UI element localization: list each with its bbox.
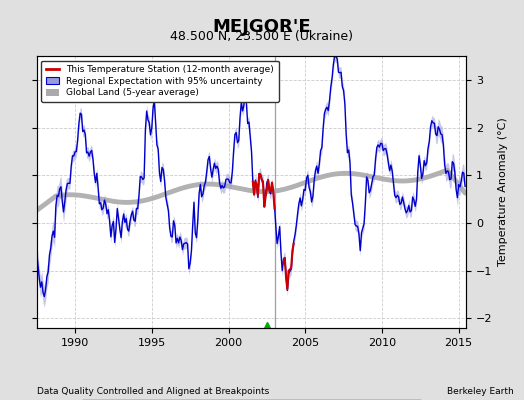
Text: MEJGOR'E: MEJGOR'E	[213, 18, 311, 36]
Text: Berkeley Earth: Berkeley Earth	[447, 387, 514, 396]
Y-axis label: Temperature Anomaly (°C): Temperature Anomaly (°C)	[498, 118, 508, 266]
Text: 48.500 N, 23.500 E (Ukraine): 48.500 N, 23.500 E (Ukraine)	[170, 30, 354, 43]
Text: Data Quality Controlled and Aligned at Breakpoints: Data Quality Controlled and Aligned at B…	[37, 387, 269, 396]
